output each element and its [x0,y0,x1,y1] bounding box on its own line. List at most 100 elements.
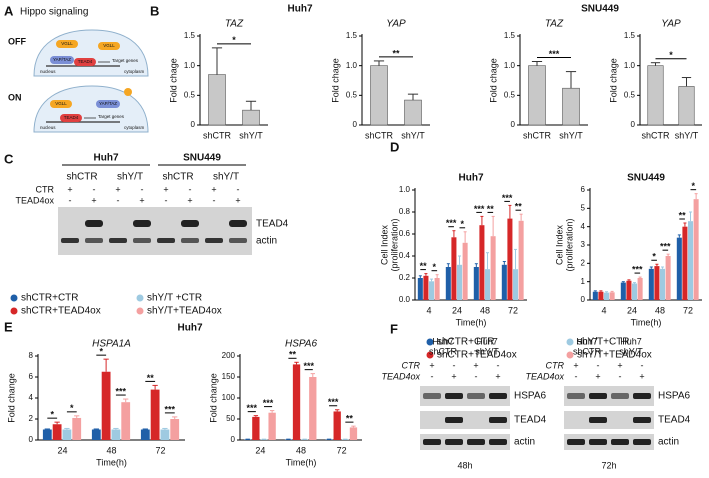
legend-label: shY/T+TEAD4ox [147,306,222,317]
bar [693,199,699,300]
sign: + [235,195,240,205]
y-tick-label: 1.5 [624,31,636,40]
sign: - [165,195,168,205]
bar [333,411,341,440]
x-tick-label: shY/T [675,130,699,140]
blot [564,386,654,406]
bar [473,267,479,300]
y-tick-label: 3 [581,240,586,249]
group-label: Huh7 [576,336,598,346]
legend-marker [426,338,434,346]
y-tick-label: 0.4 [399,251,411,260]
bar [648,268,654,300]
bar [423,275,429,300]
sig-label: *** [328,397,339,407]
sig-label: *** [502,193,513,203]
y-tick-label: 0.6 [399,229,411,238]
band [589,417,607,423]
band-label: HSPA6 [514,391,546,402]
bar [490,236,496,300]
bar [592,291,598,300]
bar [434,278,440,300]
band [467,393,485,399]
sig-label: * [232,35,236,45]
panel-label: D [390,139,399,154]
y-tick-label: 8 [29,351,34,360]
band [181,238,199,243]
sig-label: * [99,347,103,357]
bar [42,429,52,440]
sig-label: ** [515,202,523,212]
y-axis-label: Fold chage [488,58,498,103]
y-tick-label: 0.5 [504,90,516,99]
x-tick-label: shCTR [523,130,552,140]
sign: - [69,195,72,205]
bar [72,417,82,440]
group-label: shCTR [66,172,97,183]
band-label: TEAD4 [256,219,289,230]
panel-label: F [390,321,398,336]
blot [420,386,510,406]
bar [429,281,435,300]
time-label: 48h [457,460,472,470]
bar [140,429,150,440]
panel-label: E [4,319,13,334]
y-tick-label: 0 [631,120,636,129]
band-label: actin [256,236,277,247]
sig-label: ** [392,48,400,58]
band [445,417,463,423]
sign: - [453,360,456,370]
bar [242,109,260,126]
band [567,393,585,399]
protein [56,40,78,48]
y-tick-label: 1.5 [504,31,516,40]
chart-title: TAZ [225,19,244,30]
sign: + [115,184,120,194]
sig-label: *** [660,242,671,252]
sig-label: * [652,252,656,262]
bar [170,419,180,440]
band-label: HSPA6 [658,391,690,402]
band [445,439,463,445]
bar [52,424,62,440]
sign: - [93,184,96,194]
row-label: CTR [36,184,55,194]
band [489,393,507,399]
legend-label: shCTR+CTR [21,293,79,304]
group-label: Huh7 [432,336,454,346]
protein [60,114,82,122]
bar [562,87,580,126]
group-label: shY/T [475,346,499,356]
y-tick-label: 0 [581,295,586,304]
protein [50,100,72,108]
x-tick-label: 4 [426,305,431,315]
group-label: shY/T [117,172,143,183]
y-axis-label: (proliferation) [389,218,399,271]
band [633,439,651,445]
band-label: TEAD4 [514,415,547,426]
band-label: actin [514,437,535,448]
cell-line-label: SNU449 [183,153,221,164]
x-tick-label: 72 [508,305,518,315]
sign: - [475,371,478,381]
band [589,439,607,445]
y-tick-label: 1.0 [346,61,358,70]
y-tick-label: 5 [581,203,586,212]
sign: - [117,195,120,205]
y-tick-label: 1.0 [399,185,411,194]
x-tick-label: shY/T [401,130,425,140]
protein-label: VGLL [55,101,67,106]
sig-label: *** [446,218,457,228]
sign: + [139,195,144,205]
bar [676,237,682,300]
y-tick-label: 0.5 [346,90,358,99]
y-axis-label: Fold change [6,373,16,423]
panel-label: C [4,151,14,166]
legend-marker [426,351,434,359]
y-tick-label: 100 [222,393,236,402]
blot [420,434,510,450]
y-tick-label: 1.5 [346,31,358,40]
bar [507,218,513,300]
group-label: shY/T [213,172,239,183]
